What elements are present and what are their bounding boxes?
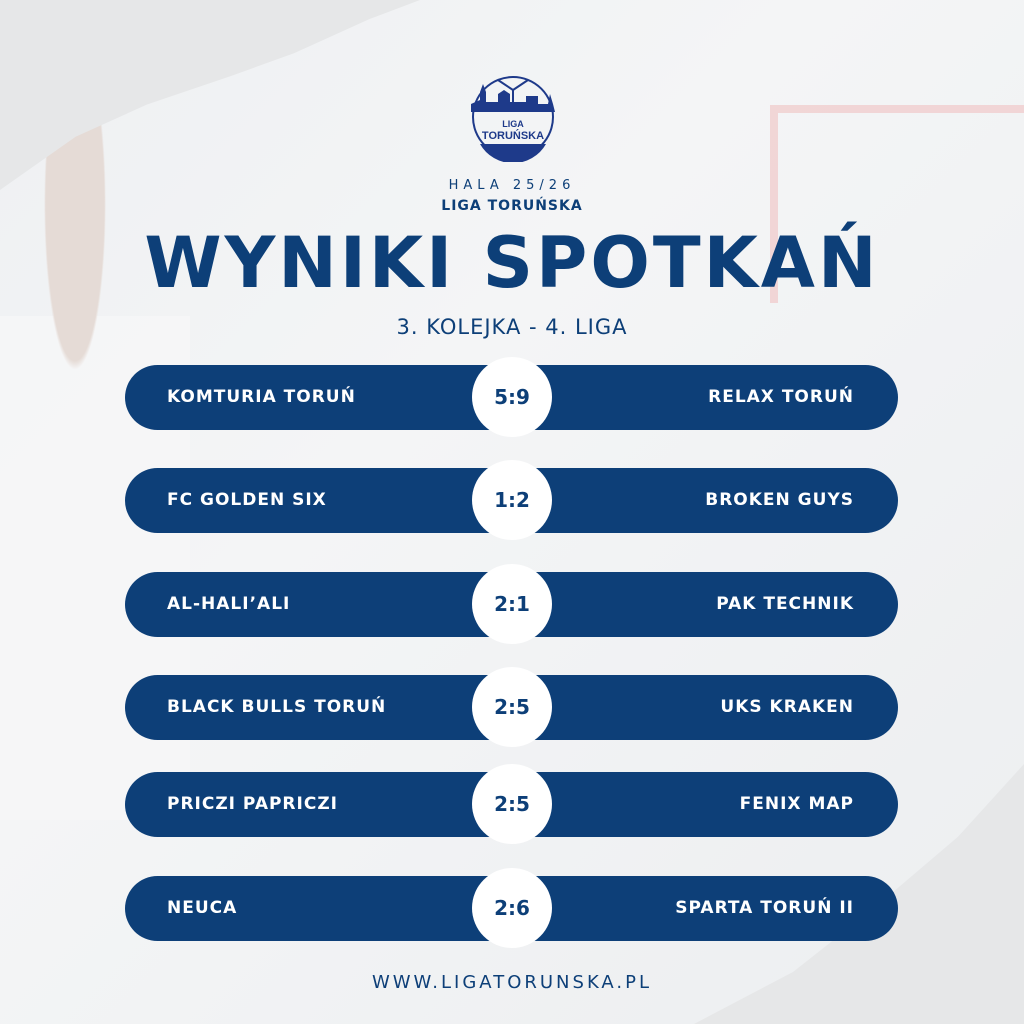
svg-text:LIGA: LIGA — [502, 119, 524, 129]
match-row: PRICZI PAPRICZI 2:5 FENIX MAP — [125, 764, 898, 844]
away-team: RELAX TORUŃ — [708, 387, 854, 407]
match-row: KOMTURIA TORUŃ 5:9 RELAX TORUŃ — [125, 357, 898, 437]
score-badge: 1:2 — [472, 460, 552, 540]
away-team: UKS KRAKEN — [720, 697, 854, 717]
score-badge: 2:1 — [472, 564, 552, 644]
match-row: FC GOLDEN SIX 1:2 BROKEN GUYS — [125, 460, 898, 540]
season-label: HALA 25/26 — [448, 178, 576, 193]
background-goal — [770, 105, 1024, 303]
league-label: LIGA TORUŃSKA — [441, 198, 583, 214]
home-team: KOMTURIA TORUŃ — [167, 387, 356, 407]
website-link[interactable]: WWW.LIGATORUNSKA.PL — [371, 972, 653, 993]
match-row: NEUCA 2:6 SPARTA TORUŃ II — [125, 868, 898, 948]
home-team: BLACK BULLS TORUŃ — [167, 697, 387, 717]
home-team: PRICZI PAPRICZI — [167, 794, 338, 814]
score-badge: 2:5 — [472, 667, 552, 747]
away-team: FENIX MAP — [739, 794, 854, 814]
page-title: WYNIKI SPOTKAŃ — [144, 222, 880, 304]
home-team: AL-HALI’ALI — [167, 594, 291, 614]
score-badge: 2:5 — [472, 764, 552, 844]
score-badge: 5:9 — [472, 357, 552, 437]
round-subtitle: 3. KOLEJKA - 4. LIGA — [396, 315, 628, 339]
liga-torunska-logo: LIGA TORUŃSKA — [471, 76, 555, 162]
svg-text:TORUŃSKA: TORUŃSKA — [482, 129, 544, 142]
home-team: NEUCA — [167, 898, 238, 918]
home-team: FC GOLDEN SIX — [167, 490, 327, 510]
match-row: AL-HALI’ALI 2:1 PAK TECHNIK — [125, 564, 898, 644]
away-team: SPARTA TORUŃ II — [675, 898, 854, 918]
score-badge: 2:6 — [472, 868, 552, 948]
away-team: PAK TECHNIK — [716, 594, 854, 614]
match-row: BLACK BULLS TORUŃ 2:5 UKS KRAKEN — [125, 667, 898, 747]
away-team: BROKEN GUYS — [705, 490, 854, 510]
